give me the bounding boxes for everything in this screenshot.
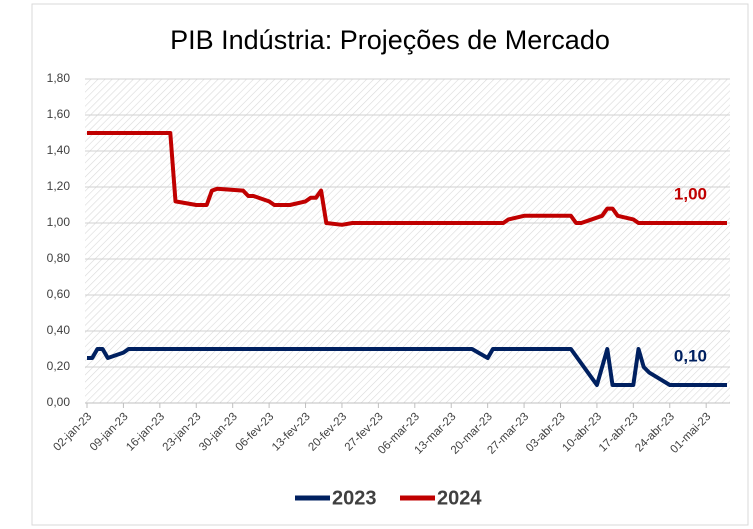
plot-area [85, 79, 730, 403]
end-label: 1,00 [674, 184, 707, 203]
chart-title: PIB Indústria: Projeções de Mercado [170, 25, 610, 55]
end-label: 0,10 [674, 346, 707, 365]
y-tick-label: 1,80 [47, 71, 71, 85]
legend-label: 2024 [437, 487, 482, 509]
legend-label: 2023 [332, 487, 377, 509]
y-tick-label: 0,80 [47, 251, 71, 265]
y-tick-label: 0,60 [47, 287, 71, 301]
y-tick-label: 1,20 [47, 179, 71, 193]
y-tick-label: 0,40 [47, 323, 71, 337]
y-tick-label: 0,20 [47, 359, 71, 373]
y-tick-label: 1,60 [47, 107, 71, 121]
y-tick-label: 0,00 [47, 395, 71, 409]
series-line [87, 347, 727, 387]
y-tick-label: 1,40 [47, 143, 71, 157]
series-line [87, 131, 727, 227]
y-tick-label: 1,00 [47, 215, 71, 229]
